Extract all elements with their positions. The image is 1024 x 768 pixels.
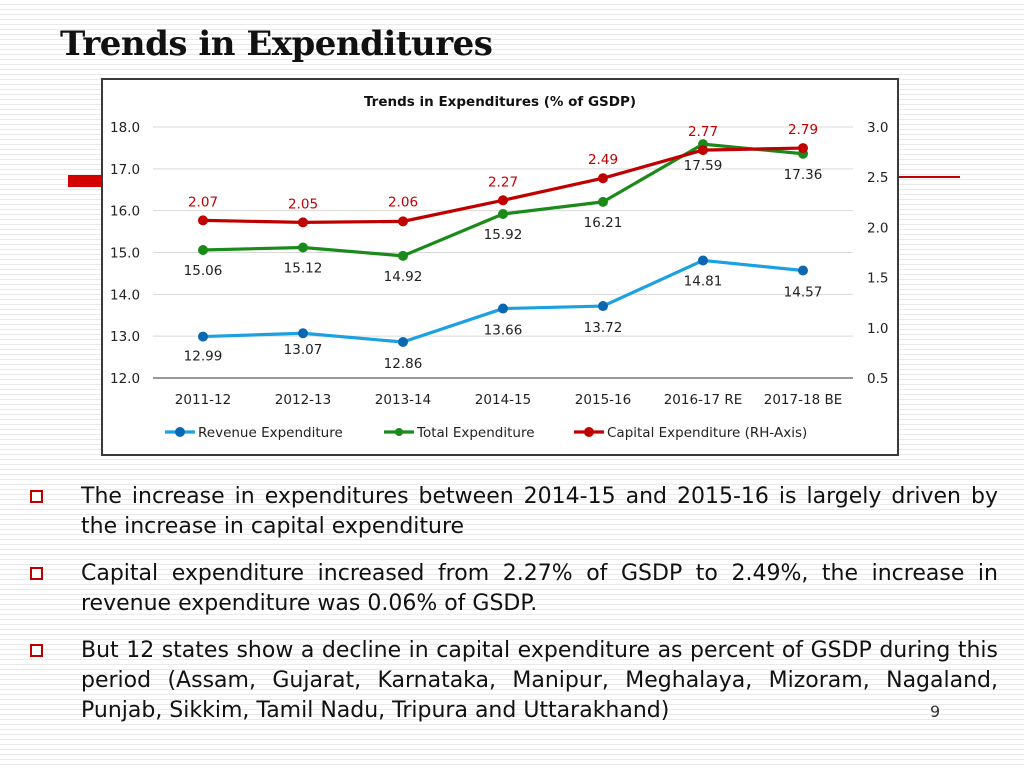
data-point bbox=[598, 173, 608, 184]
data-point bbox=[698, 145, 708, 156]
data-label: 2.07 bbox=[188, 194, 218, 210]
x-axis-tick-label: 2013-14 bbox=[375, 392, 431, 408]
expenditure-chart: Trends in Expenditures (% of GSDP) 12.0 1… bbox=[110, 94, 888, 441]
accent-line bbox=[896, 176, 960, 178]
data-label: 2.77 bbox=[688, 124, 718, 140]
legend-marker bbox=[175, 427, 185, 437]
chart-title: Trends in Expenditures (% of GSDP) bbox=[364, 94, 636, 110]
x-axis-tick-label: 2015-16 bbox=[575, 392, 631, 408]
legend-marker bbox=[584, 427, 594, 437]
data-point bbox=[598, 196, 608, 207]
data-label: 14.81 bbox=[684, 273, 723, 289]
checkbox-bullet-icon bbox=[30, 567, 43, 580]
left-axis-tick-label: 12.0 bbox=[110, 371, 140, 387]
data-point bbox=[498, 209, 508, 220]
legend-marker bbox=[395, 428, 403, 436]
x-axis-tick-label: 2012-13 bbox=[275, 392, 331, 408]
right-axis-tick-label: 0.5 bbox=[867, 371, 888, 387]
data-label: 17.59 bbox=[684, 158, 723, 174]
checkbox-bullet-icon bbox=[30, 490, 43, 503]
data-label: 2.49 bbox=[588, 152, 618, 168]
data-point bbox=[798, 143, 808, 154]
bullet-text: The increase in expenditures between 201… bbox=[81, 484, 998, 539]
data-point bbox=[798, 265, 808, 276]
checkbox-bullet-icon bbox=[30, 644, 43, 657]
data-label: 14.57 bbox=[784, 284, 823, 300]
data-label: 2.79 bbox=[788, 122, 818, 138]
data-label: 15.06 bbox=[184, 263, 223, 279]
right-axis-tick-label: 2.5 bbox=[867, 170, 888, 186]
data-label: 13.66 bbox=[484, 323, 523, 339]
data-point bbox=[298, 328, 308, 339]
data-point bbox=[298, 242, 308, 253]
bullet-text: Capital expenditure increased from 2.27%… bbox=[81, 561, 998, 616]
data-label: 15.12 bbox=[284, 260, 323, 276]
data-point bbox=[598, 301, 608, 312]
accent-bar bbox=[68, 175, 104, 187]
right-axis-tick-label: 1.0 bbox=[867, 321, 888, 337]
data-label: 13.72 bbox=[584, 320, 623, 336]
legend-label: Total Expenditure bbox=[416, 425, 535, 441]
bullet-item: Capital expenditure increased from 2.27%… bbox=[30, 559, 998, 619]
data-label: 12.86 bbox=[384, 356, 423, 372]
left-axis-tick-label: 17.0 bbox=[110, 162, 140, 178]
x-axis-tick-label: 2011-12 bbox=[175, 392, 231, 408]
data-point bbox=[698, 255, 708, 266]
data-point bbox=[298, 217, 308, 228]
data-label: 16.21 bbox=[584, 215, 623, 231]
slide-title: Trends in Expenditures bbox=[60, 24, 493, 64]
legend-label: Revenue Expenditure bbox=[198, 425, 343, 441]
data-label: 13.07 bbox=[284, 342, 323, 358]
x-axis-tick-label: 2014-15 bbox=[475, 392, 531, 408]
left-axis-tick-label: 16.0 bbox=[110, 204, 140, 220]
bullet-text: But 12 states show a decline in capital … bbox=[81, 638, 998, 723]
data-point bbox=[198, 244, 208, 255]
data-point bbox=[398, 337, 408, 348]
data-point bbox=[198, 215, 208, 226]
data-point bbox=[398, 250, 408, 261]
data-label: 12.99 bbox=[184, 349, 223, 365]
right-axis-tick-label: 1.5 bbox=[867, 271, 888, 287]
x-axis-tick-label: 2016-17 RE bbox=[664, 392, 743, 408]
left-axis-tick-label: 14.0 bbox=[110, 287, 140, 303]
left-axis-tick-label: 13.0 bbox=[110, 329, 140, 345]
data-label: 17.36 bbox=[784, 167, 823, 183]
data-point bbox=[398, 216, 408, 227]
bullet-item: But 12 states show a decline in capital … bbox=[30, 636, 998, 726]
data-label: 2.06 bbox=[388, 194, 418, 210]
data-label: 14.92 bbox=[384, 269, 423, 285]
chart-container: Trends in Expenditures (% of GSDP) 12.0 1… bbox=[101, 78, 899, 456]
left-axis-tick-label: 15.0 bbox=[110, 246, 140, 262]
data-label: 2.27 bbox=[488, 174, 518, 190]
right-axis-tick-label: 2.0 bbox=[867, 220, 888, 236]
legend-label: Capital Expenditure (RH-Axis) bbox=[607, 425, 807, 441]
bullet-list: The increase in expenditures between 201… bbox=[30, 482, 998, 743]
left-axis-tick-label: 18.0 bbox=[110, 120, 140, 136]
data-point bbox=[498, 303, 508, 314]
data-label: 15.92 bbox=[484, 227, 523, 243]
data-point bbox=[198, 331, 208, 342]
right-axis-tick-label: 3.0 bbox=[867, 120, 888, 136]
data-label: 2.05 bbox=[288, 196, 318, 212]
bullet-item: The increase in expenditures between 201… bbox=[30, 482, 998, 542]
data-point bbox=[498, 195, 508, 206]
page-number: 9 bbox=[930, 702, 941, 721]
x-axis-tick-label: 2017-18 BE bbox=[764, 392, 843, 408]
